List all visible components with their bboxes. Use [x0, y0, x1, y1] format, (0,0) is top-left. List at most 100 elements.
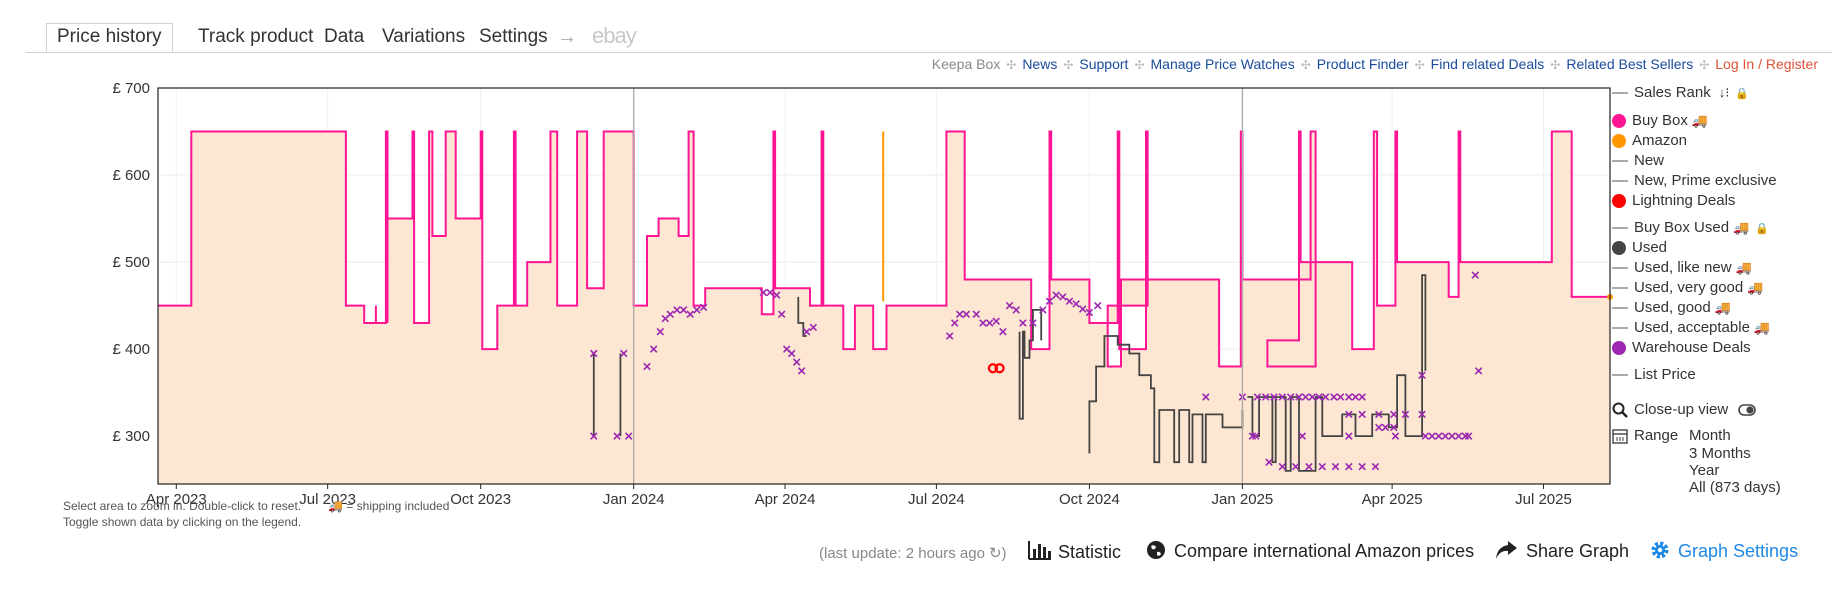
warehouse-marker	[1265, 458, 1273, 467]
graph-settings-button[interactable]: Graph Settings	[1650, 540, 1798, 562]
warehouse-marker	[1045, 297, 1054, 305]
compare-prices-button[interactable]: Compare international Amazon prices	[1146, 540, 1474, 562]
warehouse-marker	[766, 288, 774, 297]
warehouse-marker	[950, 319, 959, 327]
legend-used-very-good[interactable]: Used, very good 🚚	[1612, 279, 1763, 297]
warehouse-marker-stroke	[1305, 462, 1313, 471]
legend-buy-box[interactable]: Buy Box 🚚	[1612, 112, 1708, 130]
warehouse-marker	[1401, 410, 1410, 419]
truck-icon: 🚚	[328, 499, 343, 513]
keepa-box-link[interactable]: Keepa Box	[931, 56, 1001, 72]
tab-data[interactable]: Data	[324, 26, 365, 47]
product-finder-link[interactable]: Product Finder	[1316, 56, 1409, 72]
login-register-link[interactable]: Log In / Register	[1715, 56, 1818, 72]
warehouse-marker	[1474, 367, 1483, 375]
news-link[interactable]: News	[1022, 56, 1058, 72]
tab-price-history[interactable]: Price history	[46, 23, 173, 52]
range-all[interactable]: All (873 days)	[1689, 479, 1781, 496]
separator-icon: ✣	[1414, 58, 1425, 72]
warehouse-marker-stroke	[1278, 393, 1287, 401]
warehouse-marker-stroke	[1351, 393, 1360, 401]
x-tick-label: Oct 2023	[450, 491, 511, 508]
legend-label: List Price	[1634, 366, 1696, 383]
legend-new[interactable]: New	[1612, 152, 1664, 170]
x-tick-label: Jul 2024	[908, 491, 965, 508]
truck-icon: 🚚	[1753, 320, 1771, 335]
warehouse-marker	[1381, 423, 1390, 432]
chart-help: Select area to zoom in. Double-click to …	[63, 498, 449, 530]
warehouse-marker	[649, 345, 658, 353]
y-tick-label: £ 400	[112, 341, 150, 358]
warehouse-marker	[1375, 423, 1383, 432]
warehouse-marker-stroke	[1295, 393, 1303, 401]
legend-sales-rank[interactable]: Sales Rank ↓⁝ 🔒	[1612, 84, 1749, 102]
range-month[interactable]: Month	[1689, 427, 1731, 444]
range-3-months[interactable]: 3 Months	[1689, 445, 1751, 462]
y-tick-label: £ 300	[112, 428, 150, 445]
legend-lightning[interactable]: Lightning Deals	[1612, 192, 1735, 210]
links-bar: Keepa Box ✣ News ✣ Support ✣ Manage Price Watc…	[932, 56, 1818, 72]
toggle-icon[interactable]	[1738, 404, 1757, 416]
warehouse-marker-stroke	[590, 432, 598, 440]
support-link[interactable]: Support	[1079, 56, 1129, 72]
warehouse-marker	[945, 332, 954, 340]
range-year[interactable]: Year	[1689, 462, 1720, 479]
legend-used-good[interactable]: Used, good 🚚	[1612, 299, 1731, 317]
y-axis: £ 700 £ 600 £ 500 £ 400 £ 300	[112, 80, 150, 445]
warehouse-marker	[809, 323, 818, 332]
warehouse-marker	[666, 310, 675, 319]
legend-label: Used, very good	[1634, 279, 1744, 296]
warehouse-marker	[962, 310, 971, 319]
warehouse-marker-stroke	[1261, 393, 1270, 401]
legend-amazon[interactable]: Amazon	[1612, 132, 1687, 150]
warehouse-marker-stroke	[693, 306, 701, 314]
warehouse-marker-stroke	[1286, 393, 1295, 401]
warehouse-marker	[992, 317, 1001, 326]
warehouse-marker	[1421, 432, 1430, 440]
statistic-button[interactable]: Statistic	[1028, 540, 1121, 563]
legend-used-like-new[interactable]: Used, like new 🚚	[1612, 259, 1752, 277]
warehouse-marker	[1059, 293, 1067, 301]
warehouse-marker	[999, 327, 1007, 336]
x-tick-label: Jan 2025	[1212, 491, 1274, 508]
closeup-view-toggle[interactable]: Close-up view	[1612, 401, 1757, 419]
dot-icon	[1612, 134, 1626, 149]
tab-track-product[interactable]: Track product	[198, 26, 314, 47]
related-best-sellers-link[interactable]: Related Best Sellers	[1566, 56, 1694, 72]
warehouse-marker-stroke	[673, 306, 681, 314]
legend-used[interactable]: Used	[1612, 239, 1667, 257]
legend-list-price[interactable]: List Price	[1612, 366, 1696, 384]
legend-warehouse[interactable]: Warehouse Deals	[1612, 339, 1751, 357]
tab-ebay[interactable]: ebay	[592, 23, 637, 48]
legend-buy-box-used[interactable]: Buy Box Used 🚚 🔒	[1612, 219, 1769, 237]
legend-used-acceptable[interactable]: Used, acceptable 🚚	[1612, 319, 1770, 337]
warehouse-marker	[624, 432, 633, 440]
warehouse-marker	[1308, 393, 1317, 401]
warehouse-marker	[985, 319, 994, 327]
warehouse-marker	[1390, 410, 1398, 419]
warehouse-marker-stroke	[787, 349, 796, 358]
warehouse-marker	[1305, 462, 1313, 471]
tab-settings[interactable]: Settings	[479, 26, 548, 47]
chart-series	[158, 130, 1613, 472]
buy-box-area	[158, 131, 1610, 484]
tab-variations[interactable]: Variations	[382, 26, 466, 47]
share-graph-button[interactable]: Share Graph	[1494, 540, 1629, 562]
dot-icon	[1612, 241, 1626, 256]
warehouse-marker-stroke	[643, 362, 651, 371]
legend-label: Used, good	[1634, 299, 1711, 316]
statistic-label: Statistic	[1058, 542, 1122, 562]
warehouse-marker-stroke	[1301, 393, 1310, 401]
legend-new-prime[interactable]: New, Prime exclusive	[1612, 172, 1777, 190]
warehouse-marker-stroke	[1012, 306, 1020, 314]
warehouse-marker	[1371, 462, 1380, 471]
line-icon	[1612, 374, 1628, 377]
refresh-icon[interactable]: ↻)	[988, 545, 1007, 562]
warehouse-marker	[1330, 393, 1338, 401]
manage-price-watches-link[interactable]: Manage Price Watches	[1150, 56, 1295, 72]
warehouse-marker	[792, 358, 801, 366]
warehouse-marker-stroke	[1093, 301, 1102, 310]
find-related-deals-link[interactable]: Find related Deals	[1430, 56, 1545, 72]
warehouse-marker-stroke	[1401, 410, 1410, 419]
